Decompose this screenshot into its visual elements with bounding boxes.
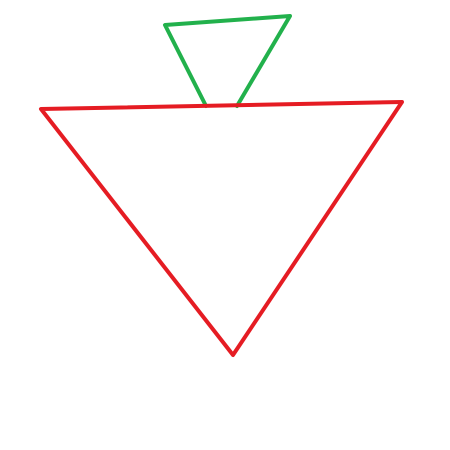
small-green-triangle — [163, 14, 292, 108]
large-red-triangle — [39, 100, 404, 357]
